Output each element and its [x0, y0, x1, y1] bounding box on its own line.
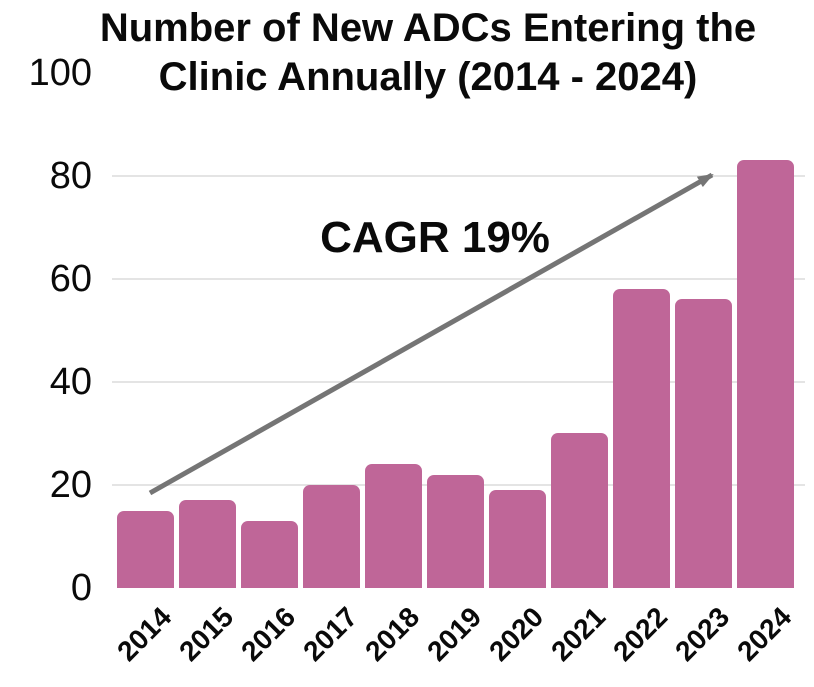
- bar-2021: [551, 433, 608, 588]
- gridline-80: [112, 174, 805, 177]
- bar-2019: [427, 474, 484, 588]
- bar-2024: [737, 160, 794, 588]
- y-tick-label-0: 0: [70, 567, 92, 609]
- x-tick-label-2016: 2016: [235, 601, 302, 667]
- y-tick-label-40: 40: [49, 360, 92, 403]
- x-tick-label-2020: 2020: [483, 601, 550, 667]
- cagr-annotation-label: CAGR 19%: [320, 213, 550, 262]
- y-tick-label-80: 80: [49, 154, 92, 197]
- bar-2016: [241, 520, 298, 588]
- bar-2017: [303, 484, 360, 588]
- gridline-60: [112, 277, 805, 280]
- x-tick-label-2021: 2021: [545, 601, 612, 667]
- x-tick-label-2017: 2017: [297, 601, 364, 667]
- bar-2023: [675, 299, 732, 588]
- bar-2018: [365, 464, 422, 588]
- y-tick-label-20: 20: [49, 463, 92, 506]
- x-tick-label-2024: 2024: [731, 601, 798, 667]
- chart-title-line-1: Number of New ADCs Entering the: [99, 6, 757, 50]
- bar-2014: [117, 510, 174, 588]
- chart-title-line-2: Clinic Annually (2014 - 2024): [158, 55, 698, 99]
- x-tick-label-2023: 2023: [669, 601, 736, 667]
- y-tick-label-100: 100: [28, 51, 92, 94]
- x-tick-label-2015: 2015: [173, 601, 240, 667]
- x-tick-label-2018: 2018: [359, 601, 426, 667]
- bar-2022: [613, 289, 670, 588]
- x-tick-label-2022: 2022: [607, 601, 674, 667]
- y-tick-label-60: 60: [49, 257, 92, 300]
- chart-title: Number of New ADCs Entering the Clinic A…: [48, 4, 808, 102]
- bar-2015: [179, 500, 236, 588]
- x-tick-label-2014: 2014: [111, 601, 178, 667]
- x-tick-label-2019: 2019: [421, 601, 488, 667]
- bar-2020: [489, 490, 546, 588]
